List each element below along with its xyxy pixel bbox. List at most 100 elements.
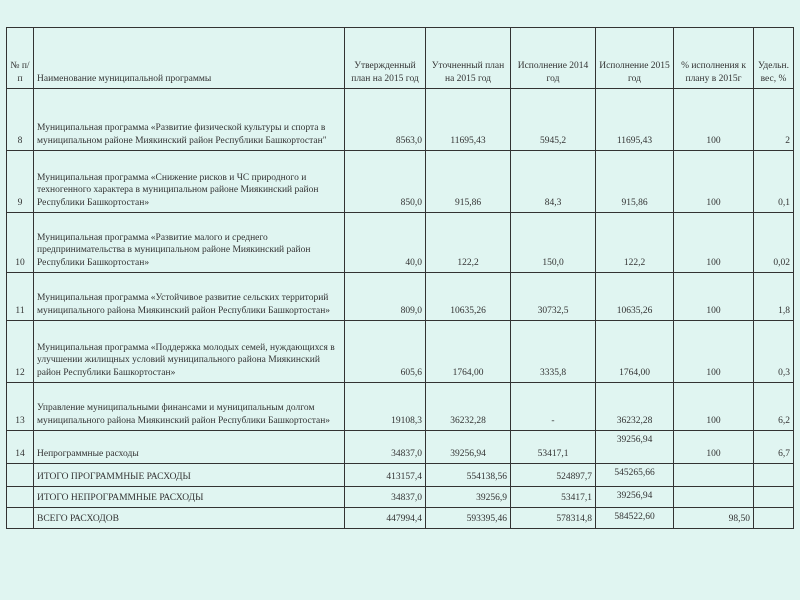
- percent-execution: 100: [673, 212, 754, 273]
- execution-2014: 524897,7: [510, 463, 596, 487]
- percent-execution: 100: [673, 320, 754, 383]
- approved-plan: 8563,0: [344, 88, 426, 151]
- share: 1,8: [753, 272, 794, 321]
- execution-2014: -: [510, 382, 596, 431]
- program-name: Управление муниципальными финансами и му…: [33, 382, 345, 431]
- table-row: 13 Управление муниципальными финансами и …: [6, 382, 794, 431]
- execution-2015: 10635,26: [595, 272, 674, 321]
- share: [753, 507, 794, 529]
- execution-2014: 150,0: [510, 212, 596, 273]
- program-name: Муниципальная программа «Устойчивое разв…: [33, 272, 345, 321]
- execution-2014: 578314,8: [510, 507, 596, 529]
- empty-cell: [6, 486, 34, 508]
- execution-2015: 36232,28: [595, 382, 674, 431]
- share: 2: [753, 88, 794, 151]
- execution-2015: 39256,94: [595, 430, 674, 464]
- execution-2014: 3335,8: [510, 320, 596, 383]
- share: 6,7: [753, 430, 794, 464]
- table-row: 11 Муниципальная программа «Устойчивое ра…: [6, 272, 794, 321]
- program-name: Непрограммные расходы: [33, 430, 345, 464]
- header-number: № п/п: [6, 27, 34, 89]
- program-name: Муниципальная программа «Поддержка молод…: [33, 320, 345, 383]
- refined-plan: 10635,26: [425, 272, 511, 321]
- total-row: ИТОГО ПРОГРАММНЫЕ РАСХОДЫ 413157,4 554138,…: [6, 463, 794, 487]
- percent-execution: 100: [673, 88, 754, 151]
- header-name: Наименование муниципальной программы: [33, 27, 345, 89]
- percent-execution: [673, 486, 754, 508]
- table-row: 12 Муниципальная программа «Поддержка мол…: [6, 320, 794, 383]
- refined-plan: 36232,28: [425, 382, 511, 431]
- empty-cell: [6, 507, 34, 529]
- total-label: ИТОГО ПРОГРАММНЫЕ РАСХОДЫ: [33, 463, 345, 487]
- refined-plan: 39256,9: [425, 486, 511, 508]
- refined-plan: 554138,56: [425, 463, 511, 487]
- header-share: Удельн. вес, %: [753, 27, 794, 89]
- percent-execution: 100: [673, 382, 754, 431]
- header-refined: Уточненный план на 2015 год: [425, 27, 511, 89]
- row-number: 12: [6, 320, 34, 383]
- row-number: 14: [6, 430, 34, 464]
- execution-2015: 11695,43: [595, 88, 674, 151]
- table-row: 8 Муниципальная программа «Развитие физич…: [6, 88, 794, 151]
- header-approved: Утвержденный план на 2015 год: [344, 27, 426, 89]
- share: 6,2: [753, 382, 794, 431]
- percent-execution: 100: [673, 150, 754, 213]
- total-row: ВСЕГО РАСХОДОВ 447994,4 593395,46 578314,8 5…: [6, 507, 794, 529]
- execution-2014: 84,3: [510, 150, 596, 213]
- execution-2015: 915,86: [595, 150, 674, 213]
- refined-plan: 11695,43: [425, 88, 511, 151]
- execution-2015: 545265,66: [595, 463, 674, 487]
- percent-execution: 98,50: [673, 507, 754, 529]
- header-percent: % исполнения к плану в 2015г: [673, 27, 754, 89]
- refined-plan: 915,86: [425, 150, 511, 213]
- execution-2015: 39256,94: [595, 486, 674, 508]
- approved-plan: 34837,0: [344, 430, 426, 464]
- table-row: 9 Муниципальная программа «Снижение риско…: [6, 150, 794, 213]
- total-row: ИТОГО НЕПРОГРАММНЫЕ РАСХОДЫ 34837,0 39256,…: [6, 486, 794, 508]
- execution-2015: 584522,60: [595, 507, 674, 529]
- approved-plan: 413157,4: [344, 463, 426, 487]
- approved-plan: 605,6: [344, 320, 426, 383]
- refined-plan: 1764,00: [425, 320, 511, 383]
- row-number: 10: [6, 212, 34, 273]
- header-exec-2015: Исполнение 2015 год: [595, 27, 674, 89]
- row-number: 8: [6, 88, 34, 151]
- approved-plan: 850,0: [344, 150, 426, 213]
- execution-2015: 122,2: [595, 212, 674, 273]
- header-exec-2014: Исполнение 2014 год: [510, 27, 596, 89]
- execution-2014: 53417,1: [510, 486, 596, 508]
- budget-table: № п/п Наименование муниципальной програм…: [6, 27, 794, 529]
- total-label: ИТОГО НЕПРОГРАММНЫЕ РАСХОДЫ: [33, 486, 345, 508]
- share: [753, 463, 794, 487]
- percent-execution: [673, 463, 754, 487]
- program-name: Муниципальная программа «Развитие физиче…: [33, 88, 345, 151]
- table-row: 10 Муниципальная программа «Развитие мало…: [6, 212, 794, 273]
- row-number: 11: [6, 272, 34, 321]
- program-name: Муниципальная программа «Снижение рисков…: [33, 150, 345, 213]
- approved-plan: 19108,3: [344, 382, 426, 431]
- share: 0,3: [753, 320, 794, 383]
- percent-execution: 100: [673, 430, 754, 464]
- share: [753, 486, 794, 508]
- percent-execution: 100: [673, 272, 754, 321]
- refined-plan: 593395,46: [425, 507, 511, 529]
- refined-plan: 39256,94: [425, 430, 511, 464]
- share: 0,1: [753, 150, 794, 213]
- header-row: № п/п Наименование муниципальной програм…: [6, 27, 794, 89]
- row-number: 13: [6, 382, 34, 431]
- approved-plan: 34837,0: [344, 486, 426, 508]
- table-row: 14 Непрограммные расходы 34837,0 39256,94 53…: [6, 430, 794, 464]
- approved-plan: 40,0: [344, 212, 426, 273]
- share: 0,02: [753, 212, 794, 273]
- approved-plan: 447994,4: [344, 507, 426, 529]
- program-name: Муниципальная программа «Развитие малого…: [33, 212, 345, 273]
- execution-2014: 53417,1: [510, 430, 596, 464]
- execution-2014: 5945,2: [510, 88, 596, 151]
- approved-plan: 809,0: [344, 272, 426, 321]
- row-number: 9: [6, 150, 34, 213]
- refined-plan: 122,2: [425, 212, 511, 273]
- execution-2015: 1764,00: [595, 320, 674, 383]
- total-label: ВСЕГО РАСХОДОВ: [33, 507, 345, 529]
- empty-cell: [6, 463, 34, 487]
- execution-2014: 30732,5: [510, 272, 596, 321]
